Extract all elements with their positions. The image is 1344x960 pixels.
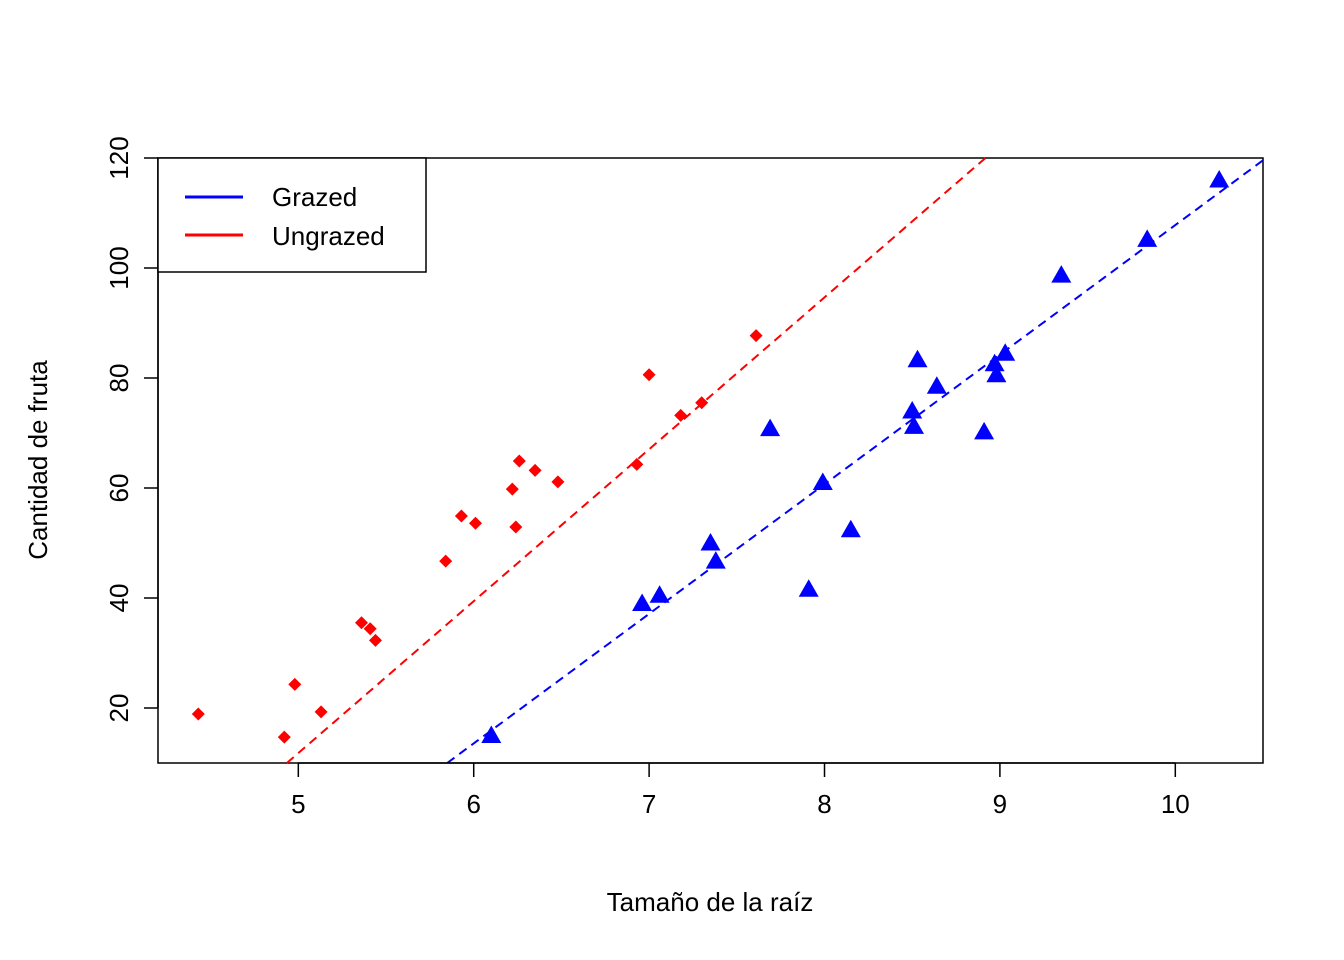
point-ungrazed <box>369 633 382 647</box>
x-axis: 5 6 7 8 9 10 <box>291 762 1190 819</box>
fit-line-grazed <box>446 159 1264 764</box>
point-grazed <box>984 353 1005 372</box>
point-grazed <box>700 533 721 551</box>
point-ungrazed <box>551 475 565 489</box>
x-tick-label: 10 <box>1161 789 1190 819</box>
x-axis-label: Tamaño de la raíz <box>607 887 814 917</box>
legend: Grazed Ungrazed <box>157 157 427 273</box>
point-ungrazed <box>674 408 688 422</box>
point-ungrazed <box>439 554 453 568</box>
x-tick-label: 8 <box>817 789 831 819</box>
y-axis-label: Cantidad de fruta <box>23 360 53 560</box>
point-ungrazed <box>288 677 302 691</box>
point-grazed <box>1209 170 1230 188</box>
legend-box <box>157 157 427 273</box>
legend-label-ungrazed: Ungrazed <box>272 221 385 251</box>
point-grazed <box>798 579 819 597</box>
legend-label-grazed: Grazed <box>272 182 357 212</box>
data-points <box>191 170 1230 744</box>
point-ungrazed <box>314 705 328 719</box>
point-grazed <box>705 551 726 569</box>
point-ungrazed <box>191 707 205 721</box>
point-grazed <box>974 421 995 440</box>
x-tick-label: 5 <box>291 789 305 819</box>
point-ungrazed <box>355 616 368 630</box>
point-ungrazed <box>363 622 377 636</box>
point-grazed <box>907 349 928 368</box>
point-ungrazed <box>630 457 644 471</box>
point-grazed <box>904 416 924 434</box>
point-grazed <box>812 472 833 490</box>
fit-lines <box>286 157 1264 764</box>
y-tick-label: 120 <box>104 136 134 179</box>
y-axis: 20 40 60 80 100 120 <box>104 136 159 723</box>
point-ungrazed <box>749 329 763 343</box>
x-tick-label: 9 <box>993 789 1007 819</box>
point-grazed <box>1137 229 1158 247</box>
point-grazed <box>840 519 861 538</box>
y-tick-label: 100 <box>104 246 134 289</box>
point-grazed <box>649 585 670 603</box>
point-grazed <box>1051 265 1072 283</box>
point-ungrazed <box>512 454 526 468</box>
y-tick-label: 60 <box>104 474 134 503</box>
y-tick-label: 40 <box>104 584 134 613</box>
point-ungrazed <box>695 396 709 410</box>
point-grazed <box>926 376 947 394</box>
point-grazed <box>995 343 1016 361</box>
point-grazed <box>481 725 502 743</box>
fit-line-ungrazed <box>286 157 987 764</box>
point-ungrazed <box>454 509 468 523</box>
point-grazed <box>632 593 653 611</box>
y-tick-label: 20 <box>104 694 134 723</box>
x-tick-label: 7 <box>642 789 656 819</box>
point-ungrazed <box>642 368 656 382</box>
point-ungrazed <box>509 520 523 534</box>
point-ungrazed <box>469 516 482 530</box>
point-ungrazed <box>528 463 542 477</box>
point-grazed <box>760 418 781 437</box>
x-tick-label: 6 <box>466 789 480 819</box>
point-ungrazed <box>277 730 291 744</box>
y-tick-label: 80 <box>104 364 134 393</box>
point-ungrazed <box>505 482 519 496</box>
point-grazed <box>986 364 1007 383</box>
point-grazed <box>902 401 923 419</box>
